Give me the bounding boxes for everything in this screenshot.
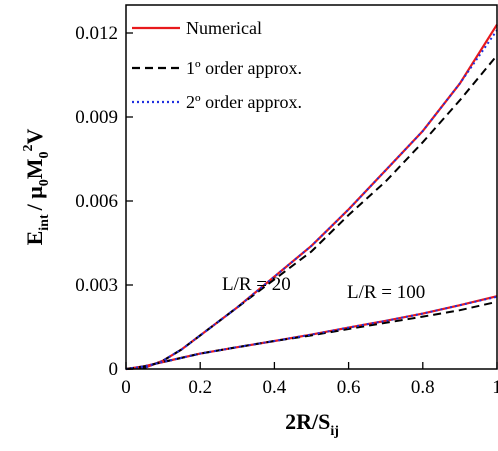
legend-label-first-order: 1º order approx. [186,58,302,78]
series-line-group1-numerical [125,24,498,371]
y-label-m: M [22,158,47,179]
series-line-group1-2-order-approx [125,29,498,370]
annotation-lr100: L/R = 100 [347,282,425,303]
x-tick-label: 0.4 [263,377,287,398]
legend-label-second-order: 2º order approx. [186,92,302,112]
x-tick-label: 1 [492,377,498,398]
y-tick-label: 0.012 [75,23,118,44]
x-label-sub: ij [330,424,339,439]
y-label-zero: 0 [37,179,52,186]
x-tick-label: 0.6 [337,377,361,398]
x-tick-label: 0 [121,377,131,398]
y-tick-label: 0.006 [75,191,118,212]
y-label-two: 2 [21,145,36,152]
y-tick-label: 0 [109,359,119,380]
x-label-main: 2R/S [285,409,330,434]
axis-ticks: 0 0.2 0.4 0.6 0.8 1 0 0.003 0.006 0.009 0.012 [75,23,498,398]
y-label-e: E [22,231,47,246]
y-label-mid: / μ [22,186,47,212]
y-label-zero2: 0 [37,152,52,159]
plot-lines [125,24,498,371]
y-tick-label: 0.003 [75,275,118,296]
y-axis-title: Eint/ μ0M02V [21,129,52,246]
x-tick-label: 0.2 [188,377,212,398]
y-label-v: V [22,129,47,145]
y-tick-label: 0.009 [75,107,118,128]
series-line-group1-1-order-approx [125,54,498,370]
y-label-int: int [37,214,52,231]
series-line-group2-1-order-approx [125,300,498,370]
x-tick-label: 0.8 [411,377,435,398]
legend: Numerical 1º order approx. 2º order appr… [132,18,302,112]
series-line-group2-2-order-approx [125,295,498,370]
annotation-lr20: L/R = 20 [222,274,291,295]
x-axis-title: 2R/Sij [285,409,339,439]
plot-frame [125,4,498,370]
legend-label-numerical: Numerical [186,18,262,38]
